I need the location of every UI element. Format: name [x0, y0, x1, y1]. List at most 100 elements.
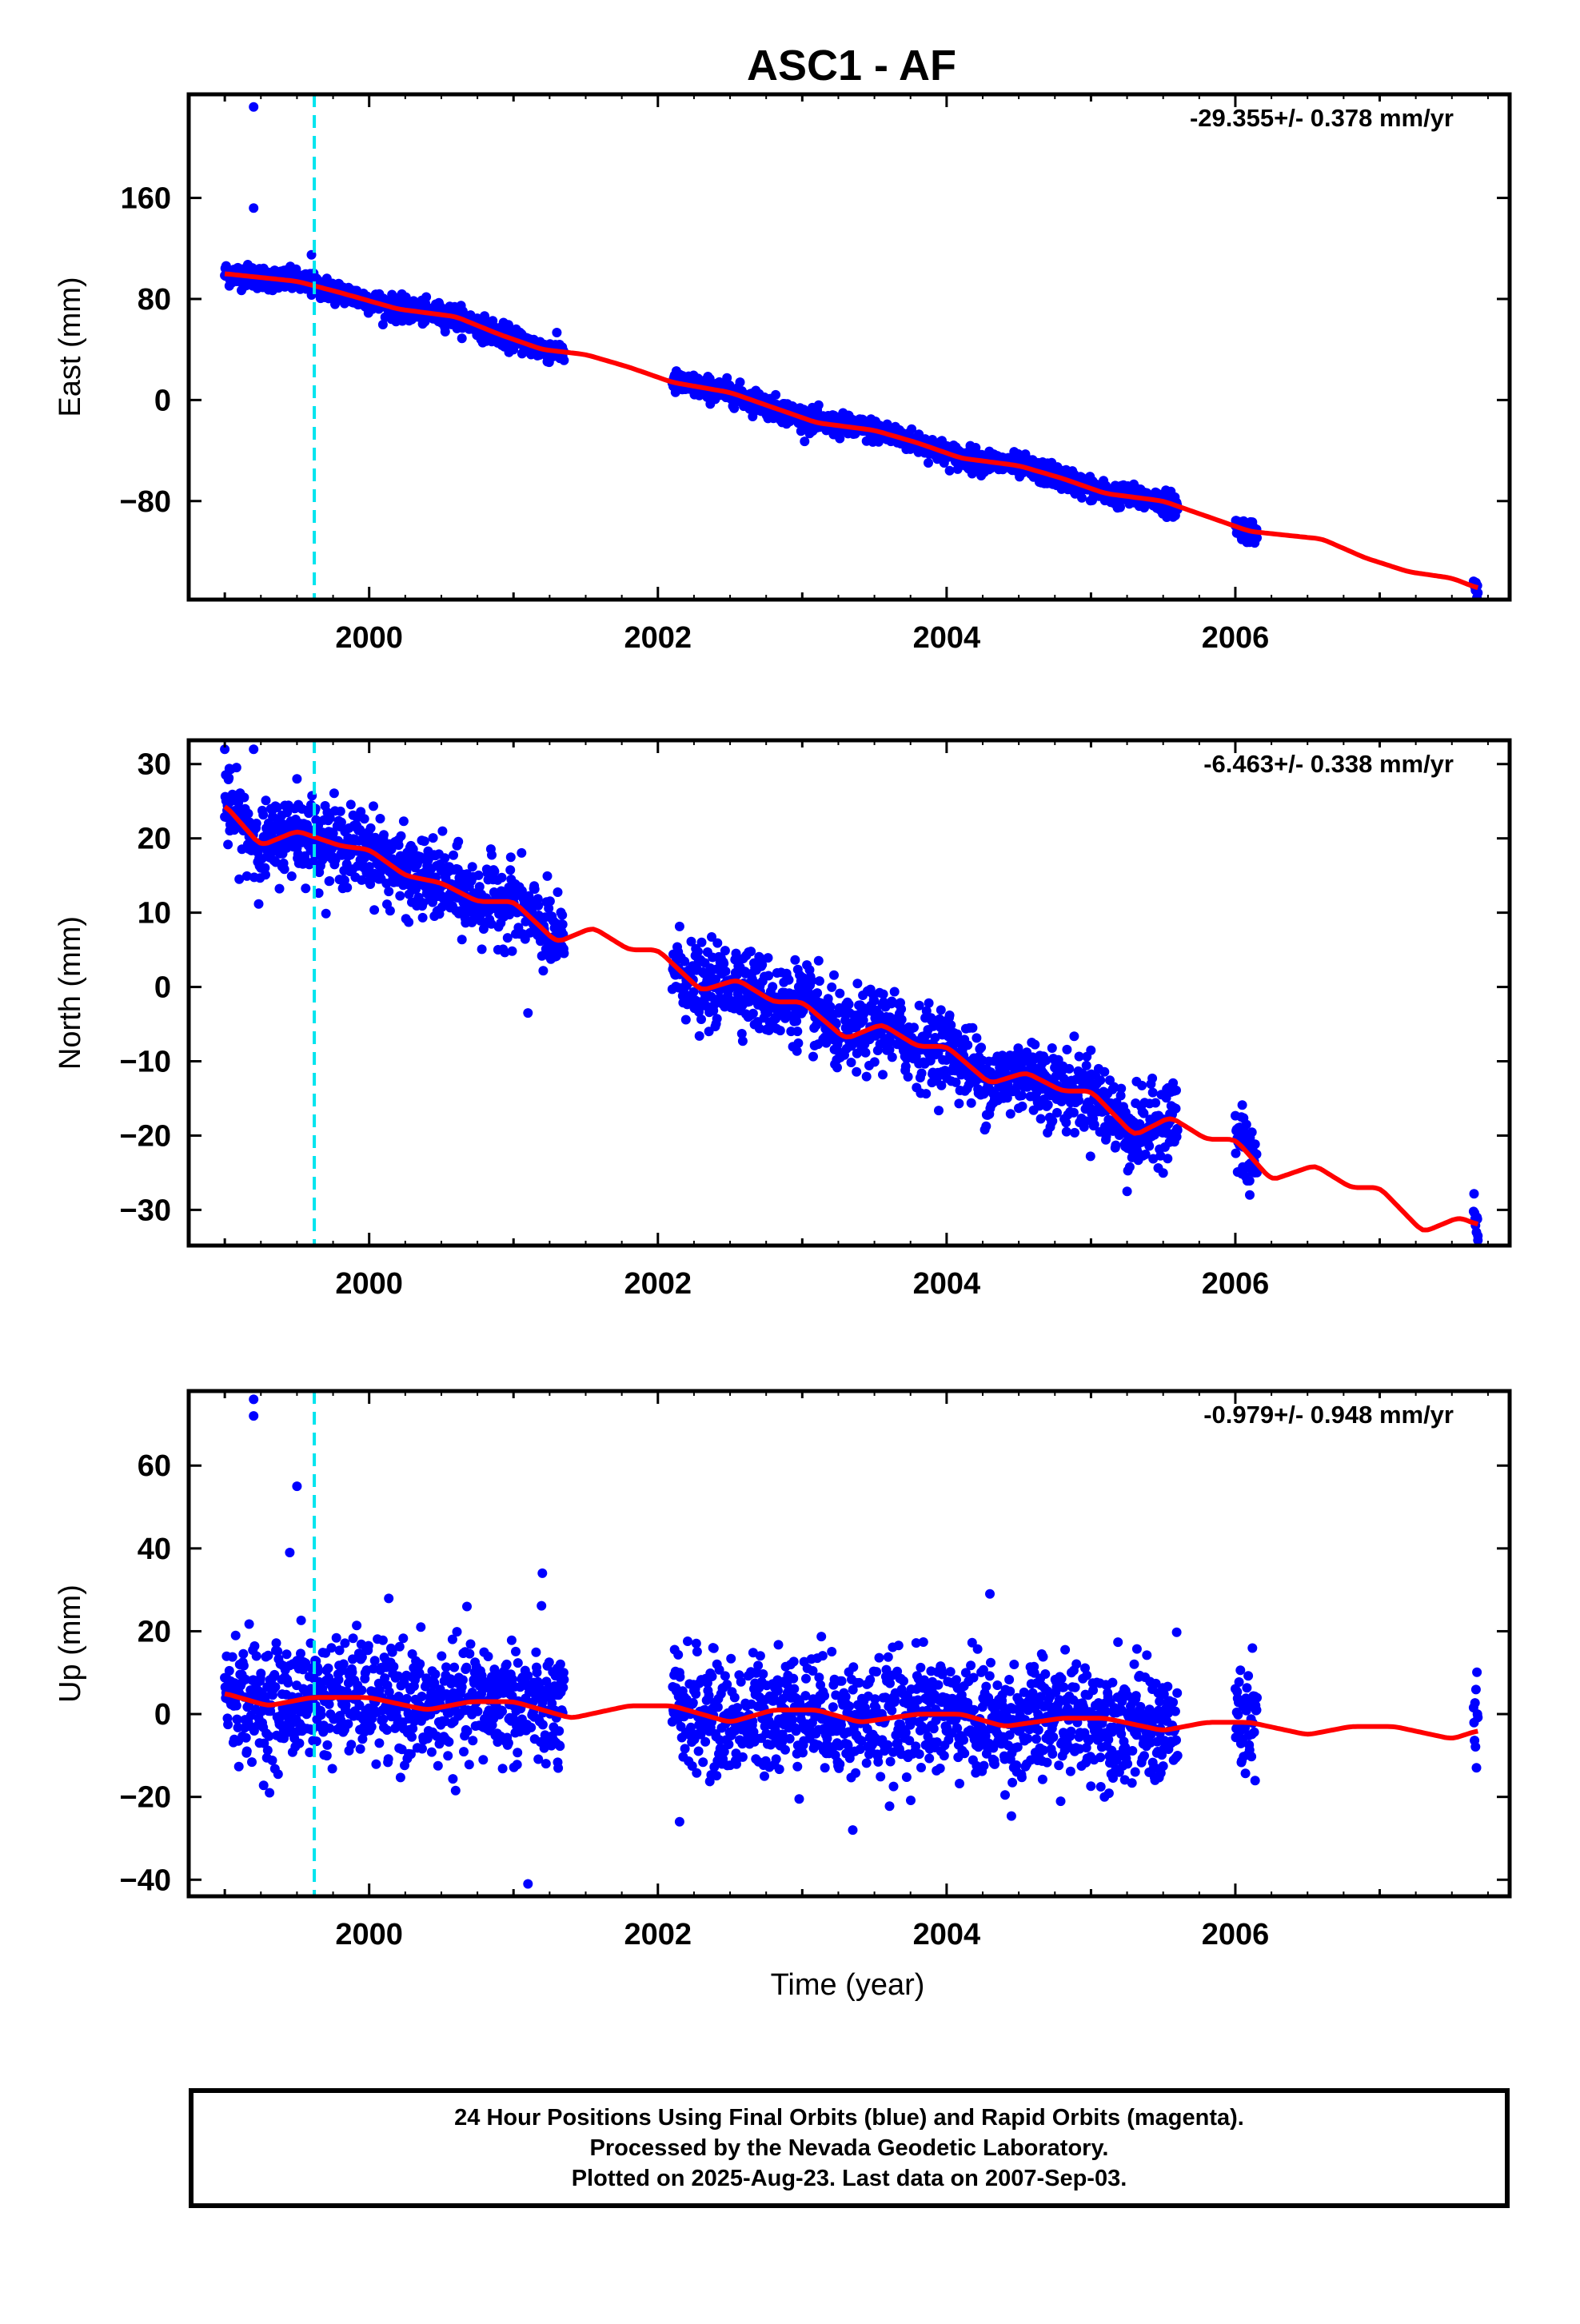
data-point — [890, 987, 900, 997]
data-point — [1247, 1127, 1257, 1137]
data-points — [220, 1394, 1482, 1888]
data-point — [418, 913, 428, 923]
data-point — [897, 1015, 907, 1024]
data-point — [397, 831, 406, 841]
data-point — [945, 466, 955, 476]
data-point — [367, 1722, 377, 1732]
data-point — [268, 1756, 277, 1765]
data-point — [415, 1659, 425, 1668]
data-point — [421, 293, 431, 302]
data-point — [497, 873, 507, 883]
data-point — [356, 1744, 365, 1754]
x-tick-label: 2002 — [624, 621, 692, 655]
data-point — [712, 1771, 721, 1780]
data-point — [449, 851, 458, 860]
data-point — [1030, 1040, 1039, 1050]
data-point — [746, 947, 756, 956]
data-point — [1074, 1096, 1083, 1106]
data-point — [379, 830, 389, 839]
data-point — [968, 1023, 977, 1033]
data-point — [764, 971, 773, 981]
data-point — [502, 1660, 512, 1669]
data-point — [443, 1751, 453, 1760]
data-point — [1047, 1116, 1057, 1126]
data-point — [384, 887, 393, 896]
data-point — [440, 853, 449, 863]
data-point — [538, 1720, 548, 1729]
chart-title: ASC1 - AF — [747, 42, 956, 90]
data-point — [1171, 1086, 1181, 1095]
data-point — [1125, 1162, 1135, 1172]
data-point — [296, 1648, 305, 1658]
data-point — [720, 1671, 730, 1680]
data-point — [252, 1652, 261, 1661]
data-point — [1159, 1168, 1168, 1178]
data-point — [732, 1703, 742, 1712]
data-point — [1163, 1154, 1172, 1163]
data-point — [321, 909, 331, 919]
data-point — [283, 1678, 293, 1688]
data-point — [553, 887, 563, 897]
data-point — [261, 795, 271, 805]
x-tick-label: 2004 — [913, 621, 981, 655]
data-points — [220, 744, 1482, 1258]
data-point — [287, 871, 297, 881]
data-point — [513, 1760, 522, 1769]
data-point — [1047, 1043, 1057, 1053]
data-point — [270, 1682, 280, 1692]
data-point — [824, 994, 833, 1003]
data-point — [1043, 1100, 1053, 1110]
data-point — [526, 1723, 536, 1732]
data-point — [829, 971, 839, 980]
data-point — [336, 807, 345, 816]
data-point — [297, 1616, 306, 1625]
data-point — [812, 988, 822, 998]
data-point — [692, 1639, 701, 1648]
data-point — [835, 989, 844, 999]
outlier-point — [1473, 1231, 1482, 1241]
data-point — [342, 883, 352, 892]
data-point — [349, 1633, 358, 1643]
y-tick-label: −10 — [120, 1046, 171, 1079]
data-point — [1061, 1118, 1071, 1127]
x-tick-label: 2004 — [913, 1267, 981, 1301]
data-point — [242, 1747, 252, 1756]
y-tick-label: 10 — [138, 897, 171, 931]
data-point — [559, 1675, 569, 1684]
data-point — [936, 1005, 946, 1015]
data-point — [369, 905, 379, 915]
y-tick-label: −80 — [120, 485, 171, 519]
data-point — [1245, 1176, 1255, 1186]
y-axis-label: East (mm) — [54, 277, 87, 417]
data-point — [697, 938, 707, 947]
data-point — [1173, 1126, 1183, 1135]
outlier-point — [249, 203, 258, 213]
data-point — [340, 1638, 349, 1648]
data-point — [861, 1048, 871, 1058]
data-point — [417, 1744, 427, 1754]
data-point — [559, 949, 569, 959]
data-point — [507, 1636, 517, 1645]
data-point — [261, 870, 270, 879]
data-point — [712, 1014, 722, 1023]
data-point — [369, 801, 378, 811]
data-point — [736, 377, 745, 387]
data-point — [395, 891, 405, 901]
data-point — [954, 1098, 964, 1108]
data-point — [332, 1633, 341, 1643]
data-point — [461, 1663, 471, 1672]
outlier-point — [249, 102, 258, 112]
data-point — [700, 1737, 710, 1747]
data-point — [680, 957, 689, 967]
data-point — [870, 1057, 880, 1066]
data-point — [366, 823, 376, 833]
data-point — [430, 1669, 440, 1679]
data-point — [768, 982, 777, 991]
data-point — [249, 1641, 259, 1651]
data-point — [280, 864, 289, 874]
data-point — [1086, 1046, 1095, 1055]
data-point — [463, 1727, 473, 1736]
outlier-point — [1245, 1190, 1255, 1200]
data-point — [808, 1052, 818, 1062]
data-point — [557, 911, 567, 920]
